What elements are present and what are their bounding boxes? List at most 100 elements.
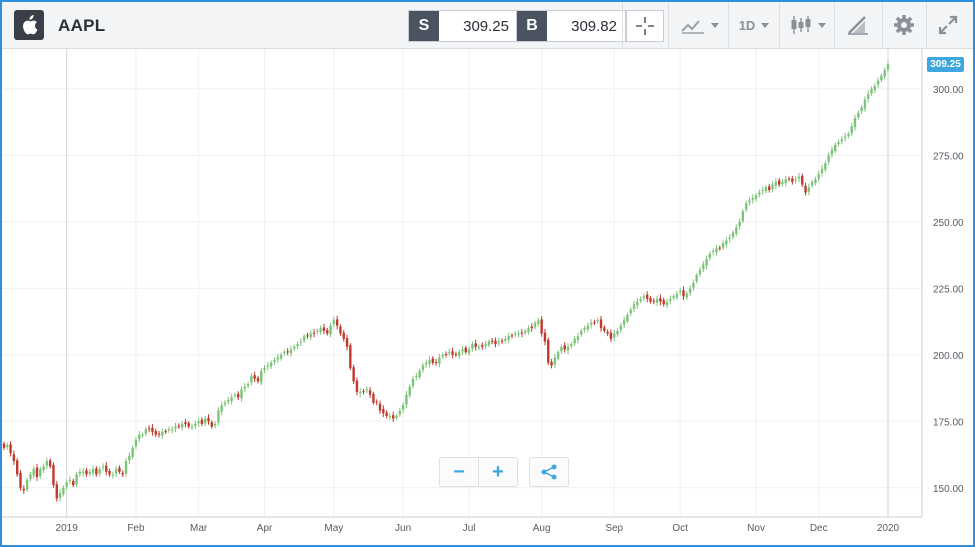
- candle-body: [45, 461, 49, 466]
- candle-body: [6, 445, 9, 448]
- candle-body: [566, 346, 570, 351]
- y-tick-label: 175.00: [933, 417, 964, 428]
- candle-body: [820, 168, 824, 174]
- zoom-in-label: +: [492, 460, 504, 483]
- candlestick-chart[interactable]: 150.00 175.00 200.00 225.00 250.00 275.00 300.…: [2, 49, 973, 545]
- candle-body: [15, 460, 19, 475]
- candle-body: [797, 176, 801, 179]
- candle-body: [705, 259, 708, 266]
- candle-body: [177, 425, 181, 427]
- candle-body: [497, 341, 500, 343]
- candle-body: [774, 181, 778, 186]
- y-tick-label: 250.00: [933, 218, 964, 229]
- buy-price-box[interactable]: B 309.82: [516, 10, 626, 42]
- candle-body: [494, 340, 497, 345]
- candle-body: [52, 464, 55, 486]
- y-tick-label: 150.00: [933, 484, 964, 495]
- candle-body: [339, 326, 342, 334]
- candle-body: [408, 386, 411, 396]
- candle-body: [25, 479, 29, 490]
- candle-body: [804, 185, 807, 193]
- candle-body: [121, 472, 124, 475]
- candle-body: [728, 237, 731, 239]
- share-button[interactable]: [530, 458, 568, 486]
- candle-body: [570, 344, 573, 347]
- candle-body: [613, 333, 616, 338]
- candle-body: [810, 181, 814, 186]
- candle-body: [870, 88, 873, 94]
- candle-body: [510, 335, 514, 337]
- settings-button[interactable]: [890, 10, 918, 40]
- candle-body: [530, 326, 533, 329]
- candle-body: [636, 301, 639, 306]
- candle-body: [768, 186, 771, 190]
- candle-body: [817, 173, 820, 179]
- candle-body: [405, 394, 408, 405]
- candle-body: [431, 358, 435, 363]
- candle-body: [326, 330, 329, 334]
- candle-body: [682, 290, 685, 297]
- candle-body: [777, 180, 781, 185]
- timeframe-dropdown[interactable]: 1D: [736, 10, 772, 40]
- candle-body: [72, 480, 75, 486]
- candle-body: [375, 401, 378, 403]
- candle-body: [418, 370, 421, 378]
- candle-body: [646, 294, 649, 299]
- candle-body: [55, 484, 58, 499]
- candle-body: [626, 314, 629, 322]
- candle-body: [217, 410, 220, 423]
- candlestick-button[interactable]: [788, 10, 828, 40]
- candle-body: [764, 187, 768, 191]
- candle-body: [378, 403, 382, 411]
- candle-body: [698, 269, 702, 275]
- candle-body: [174, 426, 177, 429]
- candle-body: [639, 298, 642, 301]
- expand-button[interactable]: [935, 10, 961, 40]
- candle-body: [477, 346, 481, 348]
- candle-body: [296, 344, 299, 347]
- candle-body: [75, 474, 78, 485]
- zoom-in-button[interactable]: +: [478, 458, 517, 486]
- candle-body: [814, 179, 817, 184]
- sell-price-box[interactable]: S 309.25: [408, 10, 518, 42]
- candle-body: [243, 386, 246, 389]
- candle-body: [847, 134, 850, 136]
- zoom-out-button[interactable]: −: [440, 458, 478, 486]
- candle-body: [12, 454, 16, 462]
- candle-body: [461, 349, 464, 352]
- candle-body: [616, 330, 619, 335]
- candle-body: [312, 332, 316, 334]
- candle-body: [771, 184, 774, 190]
- candle-body: [448, 352, 451, 354]
- candle-body: [184, 422, 187, 424]
- share-controls: [529, 457, 569, 487]
- candle-body: [754, 195, 758, 199]
- candle-body: [233, 394, 237, 396]
- candle-body: [649, 298, 652, 302]
- candle-body: [207, 417, 210, 422]
- candle-body: [438, 357, 441, 364]
- candle-body: [576, 336, 580, 340]
- candle-body: [695, 275, 698, 282]
- crosshair-button[interactable]: [626, 10, 664, 42]
- candle-body: [791, 178, 794, 182]
- candle-body: [306, 335, 309, 337]
- candle-body: [302, 336, 306, 341]
- candle-body: [504, 338, 507, 341]
- candle-body: [2, 443, 6, 448]
- candle-body: [167, 429, 171, 431]
- candle-body: [62, 487, 65, 495]
- candle-body: [349, 345, 352, 369]
- chart-type-button[interactable]: [678, 10, 722, 40]
- candle-body: [669, 298, 672, 301]
- candle-body: [316, 330, 319, 332]
- candle-body: [543, 332, 547, 342]
- drawing-tools-button[interactable]: [844, 10, 872, 40]
- candle-body: [108, 470, 111, 475]
- candle-body: [147, 428, 151, 430]
- candle-body: [385, 412, 388, 416]
- timeframe-label: 1D: [738, 17, 756, 33]
- candle-body: [29, 474, 32, 479]
- candle-body: [731, 232, 735, 237]
- candle-body: [204, 418, 207, 424]
